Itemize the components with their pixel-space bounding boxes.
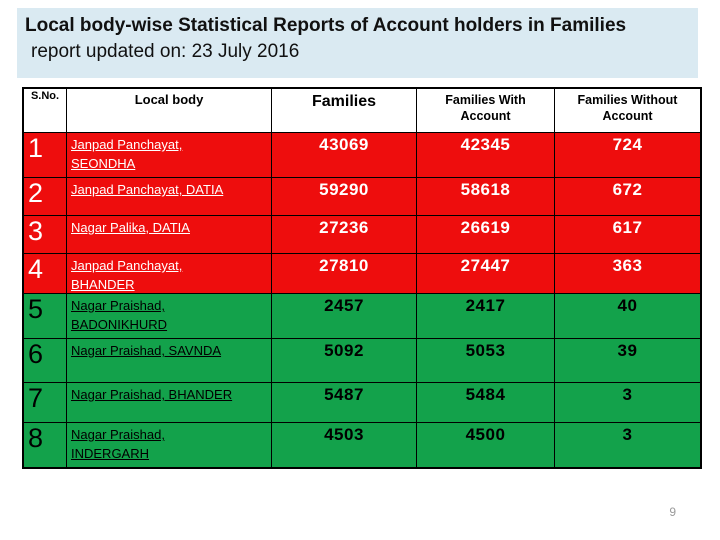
local-body-cell: Nagar Praishad, BADONIKHURD	[67, 294, 272, 339]
header-families-with-account: Families With Account	[417, 89, 555, 133]
local-body-link: Janpad Panchayat, BHANDER	[71, 258, 183, 292]
page-number: 9	[669, 505, 676, 519]
local-body-cell: Janpad Panchayat, DATIA	[67, 178, 272, 216]
with-account-cell: 5484	[417, 383, 555, 423]
without-account-cell: 672	[555, 178, 700, 216]
local-body-cell: Nagar Palika, DATIA	[67, 216, 272, 254]
local-body-cell: Janpad Panchayat, SEONDHA	[67, 133, 272, 178]
local-body-link: Nagar Praishad, INDERGARH	[71, 427, 165, 461]
header-sno: S.No.	[24, 89, 67, 133]
with-account-cell: 26619	[417, 216, 555, 254]
sno-cell: 1	[24, 133, 67, 178]
local-body-link: Nagar Palika, DATIA	[71, 220, 190, 235]
local-body-link: Nagar Praishad, SAVNDA	[71, 343, 222, 358]
without-account-cell: 724	[555, 133, 700, 178]
local-body-cell: Nagar Praishad, BHANDER	[67, 383, 272, 423]
local-body-cell: Nagar Praishad, INDERGARH	[67, 423, 272, 467]
sno-cell: 7	[24, 383, 67, 423]
without-account-cell: 39	[555, 339, 700, 383]
with-account-cell: 5053	[417, 339, 555, 383]
without-account-cell: 3	[555, 383, 700, 423]
without-account-cell: 3	[555, 423, 700, 467]
with-account-cell: 42345	[417, 133, 555, 178]
with-account-cell: 2417	[417, 294, 555, 339]
sno-cell: 5	[24, 294, 67, 339]
local-body-link: Nagar Praishad, BHANDER	[71, 387, 233, 402]
slide-title-line1: Local body-wise Statistical Reports of A…	[25, 15, 627, 36]
families-cell: 5487	[272, 383, 417, 423]
sno-cell: 3	[24, 216, 67, 254]
header-families-without-account: Families Without Account	[555, 89, 700, 133]
slide-title-line2: report updated on: 23 July 2016	[31, 40, 300, 62]
local-body-cell: Janpad Panchayat, BHANDER	[67, 254, 272, 294]
slide-title-box: Local body-wise Statistical Reports of A…	[17, 8, 698, 78]
with-account-cell: 58618	[417, 178, 555, 216]
with-account-cell: 4500	[417, 423, 555, 467]
local-body-link: Janpad Panchayat, SEONDHA	[71, 137, 183, 171]
statistics-table: S.No. Local body Families Families With …	[22, 87, 702, 469]
header-local-body: Local body	[67, 89, 272, 133]
sno-cell: 8	[24, 423, 67, 467]
without-account-cell: 40	[555, 294, 700, 339]
families-cell: 2457	[272, 294, 417, 339]
families-cell: 43069	[272, 133, 417, 178]
local-body-link: Nagar Praishad, BADONIKHURD	[71, 298, 168, 332]
families-cell: 4503	[272, 423, 417, 467]
local-body-cell: Nagar Praishad, SAVNDA	[67, 339, 272, 383]
local-body-link: Janpad Panchayat, DATIA	[71, 182, 224, 197]
sno-cell: 6	[24, 339, 67, 383]
header-families: Families	[272, 89, 417, 133]
with-account-cell: 27447	[417, 254, 555, 294]
without-account-cell: 363	[555, 254, 700, 294]
sno-cell: 2	[24, 178, 67, 216]
families-cell: 27810	[272, 254, 417, 294]
without-account-cell: 617	[555, 216, 700, 254]
families-cell: 59290	[272, 178, 417, 216]
families-cell: 27236	[272, 216, 417, 254]
families-cell: 5092	[272, 339, 417, 383]
sno-cell: 4	[24, 254, 67, 294]
